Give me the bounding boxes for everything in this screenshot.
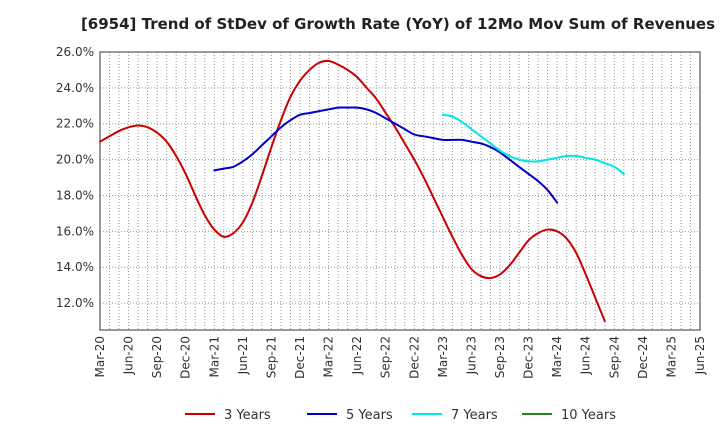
x-tick-label: Jun-24	[579, 336, 593, 375]
legend-label: 3 Years	[224, 408, 271, 423]
x-tick-label: Dec-22	[407, 336, 421, 379]
y-axis-ticks: 12.0% 14.0% 16.0% 18.0% 20.0% 22.0% 24.0% 26.0%	[56, 45, 94, 310]
x-tick-label: Jun-23	[464, 336, 478, 375]
x-tick-label: Sep-24	[607, 336, 621, 378]
x-tick-label: Sep-21	[264, 336, 278, 378]
x-tick-label: Mar-21	[207, 336, 221, 377]
y-tick-label: 14.0%	[56, 260, 94, 274]
x-tick-label: Jun-20	[122, 336, 136, 375]
plot-area	[99, 51, 701, 331]
y-tick-label: 16.0%	[56, 224, 94, 238]
x-tick-label: Jun-25	[693, 336, 707, 375]
x-tick-label: Mar-23	[436, 336, 450, 377]
x-axis-ticks: Mar-20 Jun-20 Sep-20 Dec-20 Mar-21 Jun-21 Sep-…	[93, 336, 707, 379]
y-tick-label: 22.0%	[56, 117, 94, 131]
x-tick-label: Sep-23	[493, 336, 507, 378]
series-line-3-years	[99, 59, 606, 323]
x-tick-label: Jun-22	[350, 336, 364, 375]
series	[99, 59, 625, 323]
y-tick-label: 26.0%	[56, 45, 94, 59]
x-tick-label: Sep-22	[379, 336, 393, 378]
legend-label: 7 Years	[451, 408, 498, 423]
y-tick-label: 12.0%	[56, 296, 94, 310]
grid	[100, 52, 700, 330]
x-tick-label: Mar-20	[93, 336, 107, 377]
x-tick-label: Mar-22	[322, 336, 336, 377]
series-line-7-years	[441, 113, 625, 175]
x-tick-label: Dec-23	[522, 336, 536, 379]
legend: 3 Years 5 Years 7 Years 10 Years	[185, 408, 616, 423]
x-tick-label: Dec-20	[179, 336, 193, 379]
chart-title: [6954] Trend of StDev of Growth Rate (Yo…	[81, 15, 715, 33]
series-line-5-years	[213, 106, 559, 204]
y-tick-label: 20.0%	[56, 153, 94, 167]
x-tick-label: Dec-21	[293, 336, 307, 379]
x-tick-label: Dec-24	[636, 336, 650, 379]
y-tick-label: 18.0%	[56, 188, 94, 202]
x-tick-label: Jun-21	[236, 336, 250, 375]
legend-label: 10 Years	[561, 408, 616, 423]
x-tick-label: Mar-24	[550, 336, 564, 377]
legend-label: 5 Years	[346, 408, 393, 423]
x-tick-label: Mar-25	[664, 336, 678, 377]
x-tick-label: Sep-20	[150, 336, 164, 378]
y-tick-label: 24.0%	[56, 81, 94, 95]
